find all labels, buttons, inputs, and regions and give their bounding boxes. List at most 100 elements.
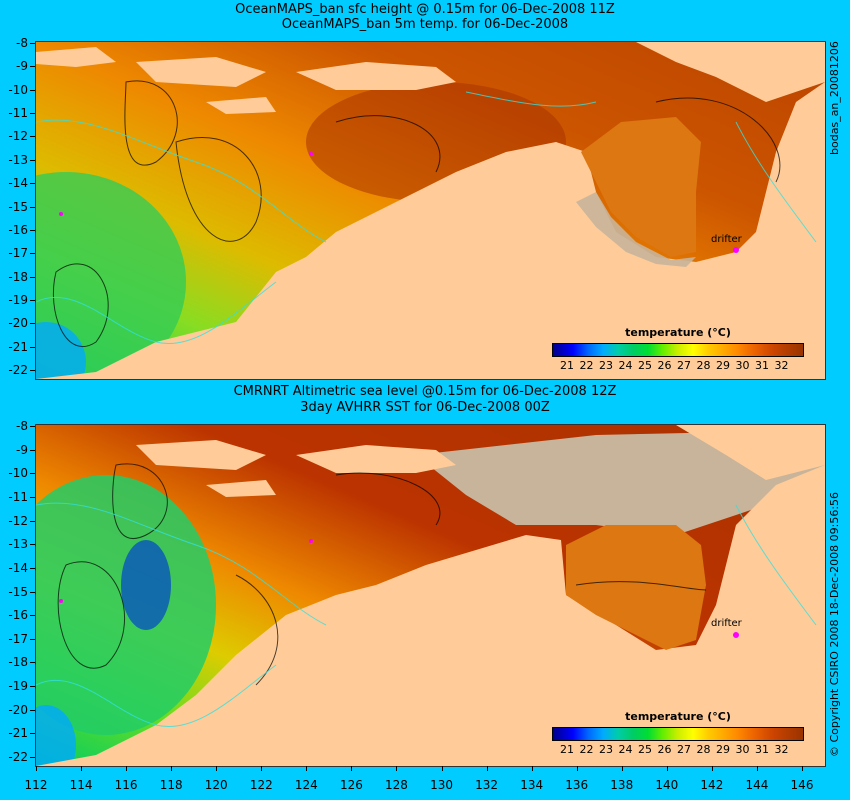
x-tick-mark — [666, 766, 668, 771]
colorbar-tick-label: 26 — [657, 359, 672, 372]
y-tick-mark — [30, 206, 35, 208]
cloud-no-data-area — [416, 430, 825, 535]
y-tick-mark — [30, 370, 35, 371]
island-new-guinea — [676, 425, 825, 480]
y-tick-label: -21 — [8, 339, 28, 354]
colorbar-tick-label: 24 — [618, 359, 633, 372]
colorbar-tick-label: 27 — [677, 743, 691, 756]
x-tick-mark — [81, 766, 83, 771]
y-tick-label: -8 — [16, 419, 28, 433]
y-tick-label: -12 — [8, 129, 28, 144]
x-tick-label: 138 — [610, 778, 634, 792]
y-tick-label: -14 — [8, 560, 28, 575]
y-tick-label: -19 — [8, 292, 28, 307]
y-tick-mark — [30, 299, 35, 301]
y-tick-mark — [30, 323, 35, 325]
top-map-panel — [35, 41, 826, 380]
y-tick-mark — [30, 159, 35, 161]
colorbar-tick-label: 27 — [677, 359, 691, 372]
x-tick-label: 122 — [249, 778, 273, 792]
cool-water-patch-deep — [36, 322, 86, 379]
colorbar-tick-label: 21 — [560, 743, 574, 756]
island-sumba — [136, 57, 266, 87]
x-tick-mark — [576, 766, 578, 771]
y-tick-mark — [30, 449, 35, 451]
y-tick-label: -21 — [8, 726, 28, 741]
y-tick-label: -11 — [8, 106, 28, 121]
y-tick-mark — [30, 426, 35, 427]
x-tick-mark — [351, 766, 353, 771]
y-tick-label: -22 — [8, 363, 28, 377]
island-timor — [296, 62, 456, 90]
x-tick-mark — [216, 766, 218, 771]
drifter-marker-bottom — [733, 632, 739, 638]
y-tick-mark — [30, 496, 35, 498]
colorbar-tick-label: 31 — [755, 743, 769, 756]
y-tick-label: -19 — [8, 679, 28, 694]
sea-height-contours — [52, 80, 781, 348]
x-tick-label: 128 — [385, 778, 408, 792]
australia-land — [36, 465, 825, 766]
y-tick-mark — [30, 662, 35, 664]
bathymetry-contours — [36, 91, 817, 344]
y-tick-mark — [30, 276, 35, 278]
drifter-marker-top-2 — [309, 152, 313, 156]
x-tick-mark — [441, 766, 443, 771]
x-tick-mark — [261, 766, 263, 771]
y-tick-mark — [30, 567, 35, 569]
x-tick-label: 134 — [520, 778, 544, 792]
colorbar-tick-label: 31 — [755, 359, 769, 372]
y-tick-mark — [30, 473, 35, 475]
island-flores — [36, 47, 116, 67]
cold-sst-patch — [121, 540, 171, 630]
x-tick-mark — [126, 766, 128, 771]
australia-land — [36, 82, 825, 379]
y-tick-label: -17 — [8, 246, 28, 261]
drifter-marker-top-3 — [59, 212, 63, 216]
x-tick-label: 112 — [24, 778, 48, 792]
x-tick-label: 120 — [204, 778, 228, 792]
y-tick-label: -17 — [8, 631, 28, 646]
y-tick-label: -9 — [16, 442, 28, 457]
x-tick-mark — [171, 766, 173, 771]
colorbar-tick-label: 23 — [599, 359, 613, 372]
x-tick-label: 126 — [339, 778, 363, 792]
x-tick-mark — [531, 766, 533, 771]
y-tick-mark — [30, 43, 35, 44]
y-tick-label: -10 — [8, 82, 28, 97]
y-tick-mark — [30, 183, 35, 185]
x-tick-mark — [621, 766, 623, 771]
cool-water-patch — [36, 172, 186, 379]
x-tick-label: 140 — [655, 778, 679, 792]
y-tick-label: -18 — [8, 269, 28, 284]
y-tick-label: -20 — [8, 316, 28, 331]
y-tick-mark — [30, 544, 35, 546]
x-tick-label: 124 — [294, 778, 318, 792]
drifter-marker-bottom-3 — [59, 599, 63, 603]
y-tick-mark — [30, 229, 35, 231]
y-tick-mark — [30, 709, 35, 711]
colorbar-tick-label: 23 — [599, 743, 613, 756]
colorbar-tick-label: 22 — [579, 359, 594, 372]
x-tick-label: 114 — [69, 778, 93, 792]
y-tick-label: -15 — [8, 584, 28, 599]
bathymetry-contours — [36, 502, 817, 727]
model-run-id-label: bodas_an_20081206 — [828, 41, 841, 155]
bottom-map-svg — [36, 425, 825, 766]
island-small — [206, 480, 276, 497]
y-tick-mark — [30, 113, 35, 115]
colorbar-tick-label: 25 — [638, 359, 652, 372]
drifter-label-top: drifter — [711, 234, 742, 245]
y-tick-mark — [30, 253, 35, 255]
x-tick-label: 118 — [159, 778, 183, 792]
x-tick-mark — [396, 766, 398, 771]
island-small — [206, 97, 276, 114]
colorbar-tick-label: 26 — [657, 743, 672, 756]
x-tick-mark — [802, 766, 803, 771]
drifter-label-bottom: drifter — [711, 618, 742, 629]
x-tick-label: 130 — [430, 778, 453, 792]
y-tick-label: -13 — [8, 537, 28, 552]
y-tick-label: -9 — [16, 59, 28, 74]
y-tick-mark — [30, 686, 35, 688]
cold-sst-patch-sw — [36, 705, 76, 766]
